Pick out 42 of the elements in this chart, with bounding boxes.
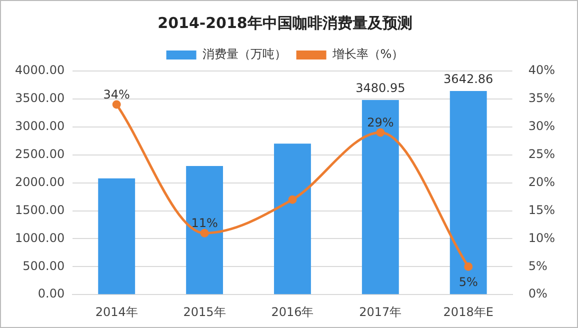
y2-tick-label: 35% xyxy=(528,91,555,106)
x-tick-label: 2018年E xyxy=(443,304,494,319)
data-label: 3642.86 xyxy=(444,72,494,86)
point xyxy=(376,128,385,137)
legend-label: 消费量（万吨） xyxy=(202,47,286,62)
data-label: 29% xyxy=(367,116,394,130)
x-tick-label: 2015年 xyxy=(183,304,226,319)
x-tick-label: 2017年 xyxy=(359,304,402,319)
point xyxy=(200,228,209,238)
bar xyxy=(274,144,311,294)
y2-tick-label: 10% xyxy=(528,230,555,245)
y2-tick-label: 40% xyxy=(528,63,555,78)
bar xyxy=(186,166,223,294)
y-tick-label: 4000.00 xyxy=(15,63,65,78)
y-tick-label: 3500.00 xyxy=(15,91,65,106)
data-label: 5% xyxy=(458,274,478,289)
y2-tick-label: 30% xyxy=(528,119,555,134)
point xyxy=(288,195,297,204)
y2-tick-label: 15% xyxy=(528,202,555,217)
y2-tick-label: 5% xyxy=(528,258,548,273)
x-tick-label: 2016年 xyxy=(271,304,314,319)
y2-tick-label: 20% xyxy=(528,174,555,189)
y-tick-label: 2000.00 xyxy=(15,174,65,189)
y-tick-label: 1500.00 xyxy=(15,202,65,217)
data-label: 34% xyxy=(103,88,130,102)
y-tick-label: 3000.00 xyxy=(15,119,65,134)
y-tick-label: 1000.00 xyxy=(15,230,65,245)
x-tick-label: 2014年 xyxy=(95,304,138,319)
y-tick-label: 500.00 xyxy=(22,258,65,273)
y2-tick-label: 0% xyxy=(528,286,548,301)
chart-title: 2014-2018年中国咖啡消费量及预测 xyxy=(158,14,412,32)
y-tick-label: 2500.00 xyxy=(15,146,65,161)
point xyxy=(464,262,473,271)
bar xyxy=(450,90,487,294)
point xyxy=(112,100,121,109)
data-label: 3480.95 xyxy=(356,81,406,96)
y-tick-label: 0.00 xyxy=(38,286,65,301)
y2-tick-label: 25% xyxy=(528,146,555,161)
legend-label: 增长率（%） xyxy=(331,47,404,62)
bar xyxy=(98,178,136,294)
data-label: 11% xyxy=(191,216,218,230)
bar xyxy=(362,100,399,294)
